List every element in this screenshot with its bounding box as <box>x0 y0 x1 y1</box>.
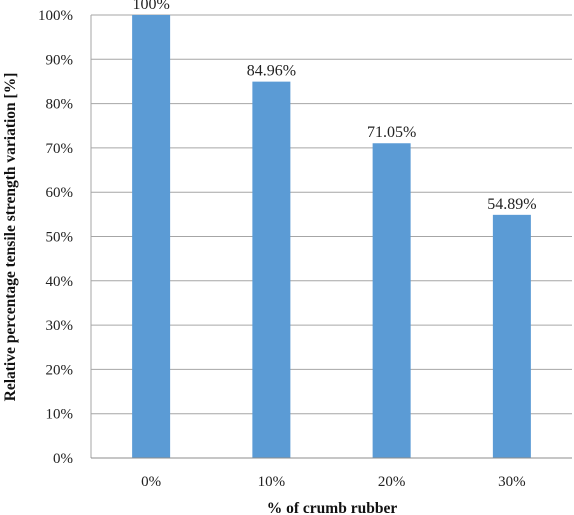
x-axis-title: % of crumb rubber <box>267 500 398 515</box>
y-tick-label: 100% <box>38 8 73 24</box>
data-label: 100% <box>132 0 169 13</box>
y-tick-label: 10% <box>46 407 74 423</box>
y-tick-label: 20% <box>46 362 74 378</box>
y-tick-label: 80% <box>46 97 74 113</box>
y-axis-title: Relative percentage tensile strength var… <box>2 73 19 402</box>
x-tick-label: 0% <box>141 474 161 490</box>
y-tick-label: 0% <box>53 451 73 467</box>
y-tick-label: 30% <box>46 318 74 334</box>
bar <box>372 143 411 458</box>
y-tick-label: 50% <box>46 230 74 246</box>
y-axis-ticks: 0% 10% 20% 30% 40% 50% 60% 70% 80% 90% 100% <box>38 8 73 467</box>
data-labels: 100% 84.96% 71.05% 54.89% <box>132 0 536 213</box>
x-axis-ticks: 0% 10% 20% 30% <box>91 457 572 490</box>
bar <box>252 81 291 458</box>
x-tick-label: 30% <box>498 474 526 490</box>
bars <box>132 15 531 458</box>
data-label: 54.89% <box>487 196 536 213</box>
data-label: 84.96% <box>247 63 296 80</box>
data-label: 71.05% <box>367 124 416 141</box>
x-tick-label: 20% <box>378 474 406 490</box>
y-tick-label: 40% <box>46 274 74 290</box>
y-tick-label: 60% <box>46 185 74 201</box>
y-tick-label: 90% <box>46 52 74 68</box>
bar <box>492 214 531 458</box>
y-tick-label: 70% <box>46 141 74 157</box>
x-tick-label: 10% <box>258 474 286 490</box>
bar <box>132 15 171 458</box>
gridlines <box>90 14 572 459</box>
